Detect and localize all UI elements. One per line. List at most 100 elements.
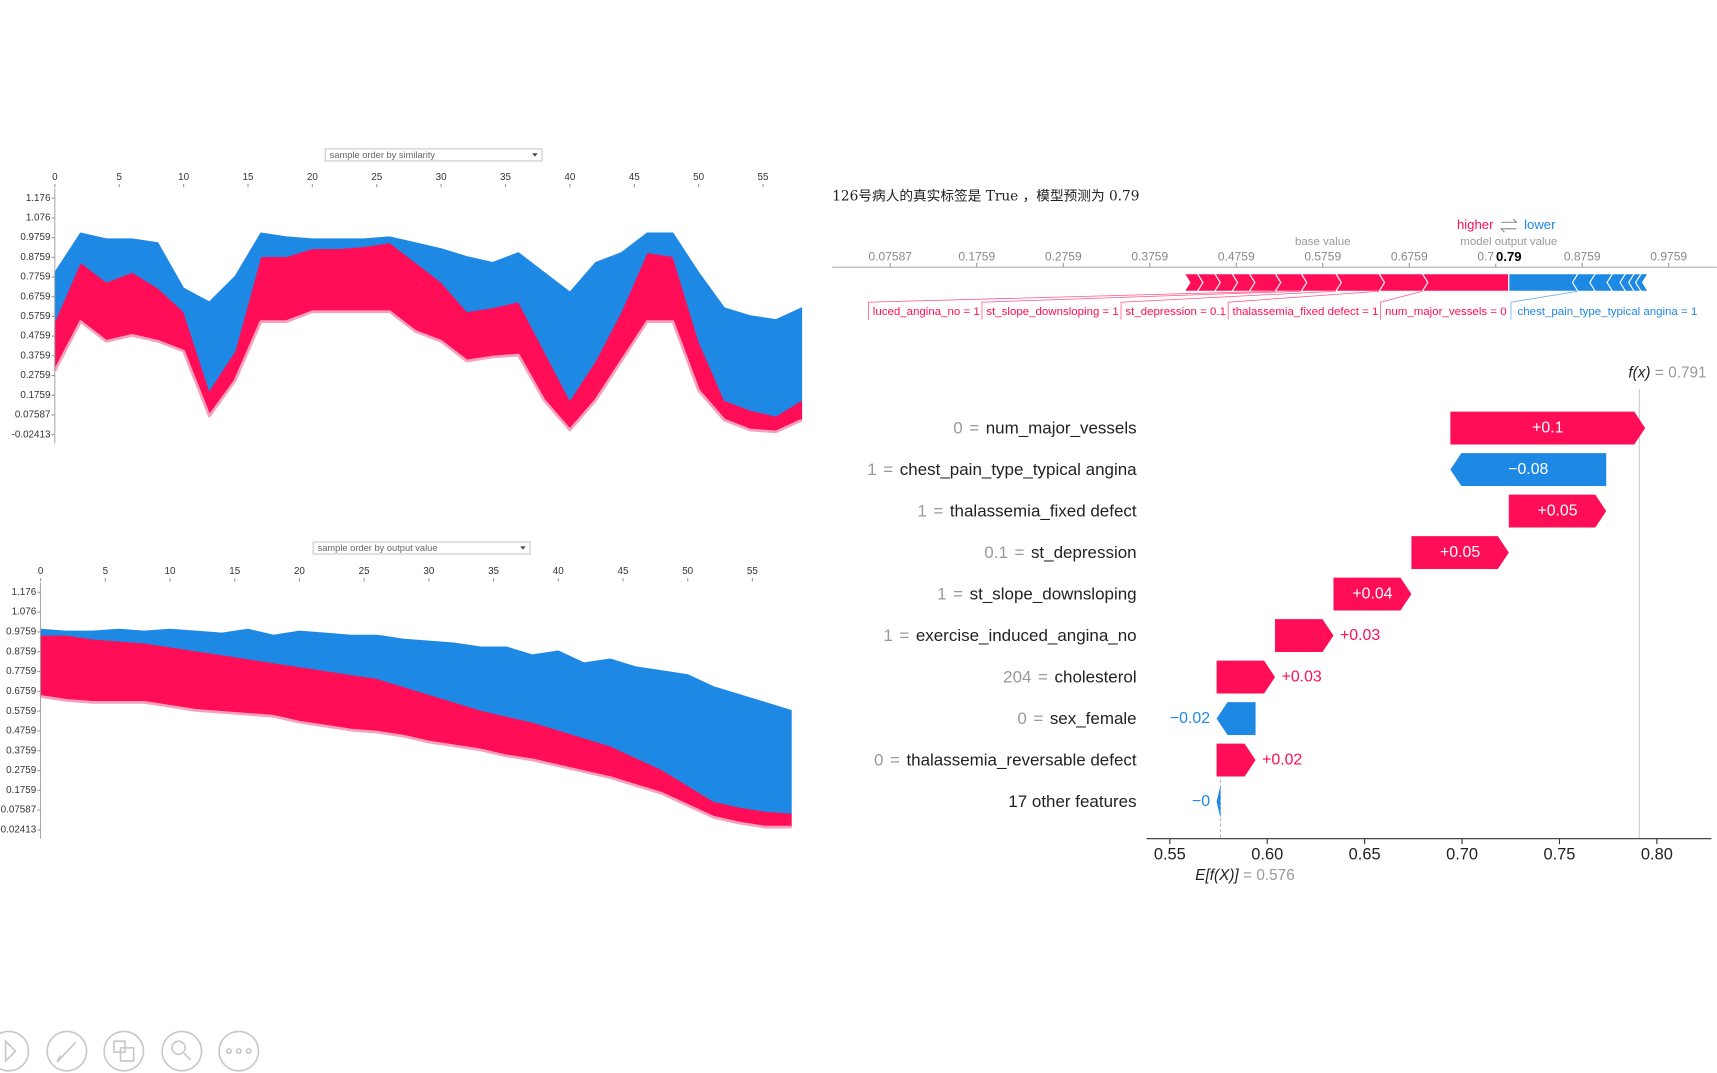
x-tick-label: 50 bbox=[693, 172, 704, 183]
area-band bbox=[54, 232, 803, 417]
y-tick-label: 0.9759 bbox=[20, 232, 51, 243]
y-tick-label: 0.1759 bbox=[6, 785, 37, 796]
pen-button[interactable] bbox=[46, 1030, 88, 1072]
feature-name: cholesterol bbox=[1055, 668, 1137, 687]
label-connector bbox=[1510, 290, 1579, 320]
feature-label: luced_angina_no = 1 bbox=[873, 306, 980, 318]
feature-label: chest_pain_type_typical angina = 1 bbox=[1518, 306, 1698, 318]
y-tick-label: 0.3759 bbox=[6, 745, 37, 756]
grid-button[interactable] bbox=[103, 1030, 145, 1072]
order-selector-label: sample order by output value bbox=[318, 543, 438, 553]
x-tick-label: 5 bbox=[103, 566, 109, 577]
legend-lower: lower bbox=[1524, 217, 1556, 232]
y-tick-label: 0.6759 bbox=[6, 686, 37, 697]
x-tick-label: 40 bbox=[553, 566, 564, 577]
x-tick-label: 50 bbox=[682, 566, 693, 577]
bar-value-label: +0.02 bbox=[1262, 751, 1302, 768]
negative-bar bbox=[1216, 702, 1256, 736]
feature-name: thalassemia_reversable defect bbox=[906, 751, 1136, 770]
y-tick-label: 0.8759 bbox=[20, 252, 51, 263]
play-button[interactable] bbox=[0, 1030, 30, 1072]
base-value-label: base value bbox=[1295, 236, 1351, 248]
force-plot: higher lower model output value base value 0… bbox=[832, 217, 1717, 320]
positive-segment bbox=[1183, 273, 1204, 292]
base-label: E[f(X)] bbox=[1195, 867, 1239, 884]
x-tick-label: 0.65 bbox=[1349, 845, 1381, 863]
x-tick-label: 15 bbox=[243, 172, 254, 183]
waterfall-plot: −0 17 other features +0.02 thalassemia_reve… bbox=[867, 364, 1712, 884]
zoom-icon bbox=[171, 1040, 192, 1061]
y-tick-label: 0.7759 bbox=[6, 666, 37, 677]
x-tick-label: 0.3759 bbox=[1131, 249, 1168, 263]
negative-bar bbox=[1450, 453, 1607, 487]
feature-value: 0 bbox=[874, 751, 883, 770]
y-tick-label: 0.3759 bbox=[20, 350, 51, 361]
order-selector[interactable] bbox=[312, 541, 531, 555]
feature-name: st_depression bbox=[1031, 543, 1137, 562]
feature-separator: = bbox=[933, 502, 943, 521]
y-tick-label: 1.176 bbox=[26, 193, 51, 204]
y-tick-label: 0.4759 bbox=[6, 726, 37, 737]
y-tick-label: 0.07587 bbox=[1, 805, 37, 816]
grid-icon bbox=[113, 1040, 135, 1062]
positive-bar bbox=[1508, 494, 1607, 528]
positive-bar bbox=[1450, 411, 1646, 445]
feature-value: 0 bbox=[953, 419, 962, 438]
zoom-button[interactable] bbox=[161, 1030, 203, 1072]
label-connector bbox=[868, 290, 1276, 320]
positive-bar bbox=[1275, 619, 1334, 653]
output-annotation: f(x) = 0.791 bbox=[1628, 364, 1706, 381]
bar-value-label: +0.05 bbox=[1537, 502, 1577, 519]
bar-value-label: +0.03 bbox=[1340, 627, 1380, 644]
x-tick-label: 0.2759 bbox=[1045, 249, 1082, 263]
output-value-label: 0.79 bbox=[1496, 249, 1522, 264]
positive-segment bbox=[1421, 273, 1510, 292]
x-tick-label: 0.70 bbox=[1446, 845, 1478, 863]
more-button[interactable] bbox=[218, 1030, 260, 1072]
positive-segment bbox=[1334, 273, 1386, 292]
y-tick-label: 0.7759 bbox=[20, 272, 51, 283]
feature-value: 1 bbox=[917, 502, 926, 521]
bar-value-label: −0.02 bbox=[1170, 710, 1210, 727]
y-tick-label: 1.176 bbox=[12, 587, 37, 598]
y-tick-label: 0.2759 bbox=[20, 370, 51, 381]
x-tick-label: 0.8759 bbox=[1564, 249, 1601, 263]
feature-name: sex_female bbox=[1050, 709, 1137, 728]
positive-bar bbox=[1411, 536, 1509, 570]
feature-name: thalassemia_fixed defect bbox=[950, 502, 1137, 521]
feature-separator: = bbox=[1014, 543, 1024, 562]
area-band bbox=[40, 628, 792, 814]
output-label-bg bbox=[1494, 248, 1523, 264]
area-lower-edge bbox=[53, 310, 803, 434]
output-label: f(x) bbox=[1628, 364, 1650, 381]
feature-value: 1 bbox=[883, 626, 892, 645]
x-tick-label: 35 bbox=[488, 566, 499, 577]
feature-separator: = bbox=[1038, 668, 1048, 687]
legend-higher: higher bbox=[1457, 217, 1494, 232]
base-annotation: E[f(X)] = 0.576 bbox=[1195, 867, 1294, 884]
feature-separator: = bbox=[1033, 709, 1043, 728]
axis-title: model output value bbox=[1460, 236, 1557, 248]
x-tick-label: 0.4759 bbox=[1218, 249, 1255, 263]
y-tick-label: 0.6759 bbox=[20, 291, 51, 302]
order-selector[interactable] bbox=[324, 148, 543, 162]
negative-bar bbox=[1216, 785, 1221, 818]
x-tick-label: 40 bbox=[564, 172, 575, 183]
feature-value: 1 bbox=[867, 460, 876, 479]
feature-label: thalassemia_fixed defect = 1 bbox=[1233, 306, 1379, 318]
toolbar bbox=[0, 1030, 260, 1072]
y-tick-label: 0.07587 bbox=[15, 410, 51, 421]
label-connector bbox=[1380, 290, 1423, 320]
x-tick-label: 10 bbox=[178, 172, 189, 183]
negative-segment bbox=[1508, 273, 1579, 292]
y-tick-label: 0.2759 bbox=[6, 765, 37, 776]
x-tick-label: 0.75 bbox=[1544, 845, 1576, 863]
feature-name: exercise_induced_angina_no bbox=[916, 626, 1137, 645]
y-tick-label: 0.4759 bbox=[20, 331, 51, 342]
area-lower-edge bbox=[40, 695, 792, 829]
negative-segment bbox=[1635, 273, 1650, 292]
bar-value-label: +0.05 bbox=[1440, 544, 1480, 561]
feature-value: 0.1 bbox=[984, 543, 1008, 562]
x-tick-label: 35 bbox=[500, 172, 511, 183]
